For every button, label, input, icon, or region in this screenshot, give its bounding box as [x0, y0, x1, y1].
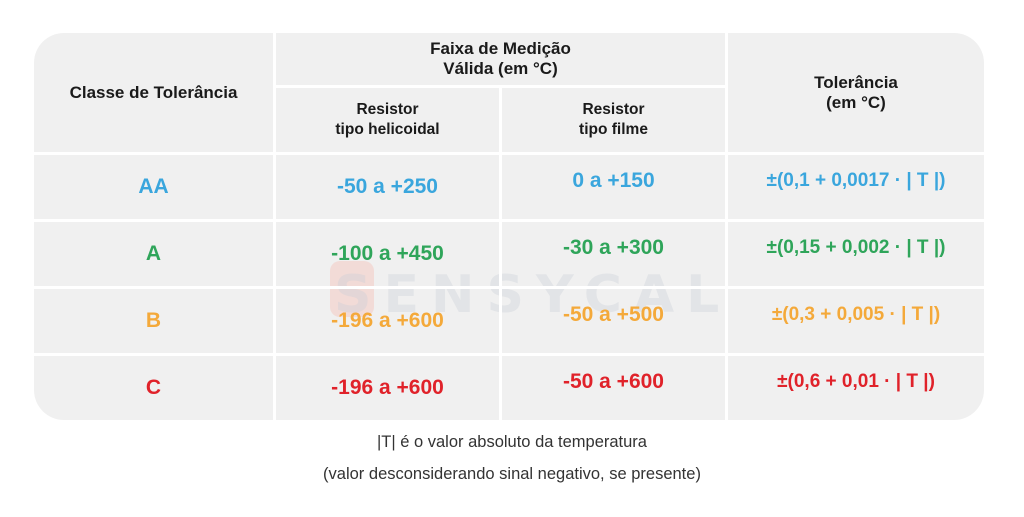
header-tolerance-line2: (em °C) [826, 92, 886, 112]
row-tolerance: ±(0,1 + 0,0017 · | T |) [766, 170, 946, 191]
watermark-logo-icon [330, 261, 374, 317]
row-class: A [145, 242, 162, 265]
divider [34, 219, 984, 222]
divider [725, 33, 728, 420]
header-helical-line1: Resistor [356, 101, 419, 118]
header-class: Classe de Tolerância [34, 33, 273, 152]
header-helical: Resistor tipo helicoidal [276, 88, 499, 152]
footnote-line2: (valor desconsiderando sinal negativo, s… [323, 465, 701, 483]
row-helical: -50 a +250 [336, 175, 438, 198]
row-film: -30 a +300 [562, 236, 664, 259]
header-range: Faixa de Medição Válida (em °C) [276, 33, 725, 85]
header-tolerance-line1: Tolerância [814, 72, 898, 92]
row-tolerance: ±(0,15 + 0,002 · | T |) [766, 237, 946, 258]
header-tolerance: Tolerância (em °C) [728, 33, 984, 152]
header-film-line2: tipo filme [579, 121, 648, 138]
divider [274, 85, 726, 88]
row-helical: -100 a +450 [331, 242, 444, 265]
row-film: -50 a +500 [562, 303, 664, 326]
footnote-line1: |T| é o valor absoluto da temperatura [377, 433, 647, 451]
header-film-line1: Resistor [582, 101, 645, 118]
row-film: -50 a +600 [562, 370, 664, 393]
row-class: B [145, 309, 162, 332]
row-helical: -196 a +600 [331, 309, 444, 332]
divider [273, 33, 276, 420]
divider [499, 86, 502, 420]
header-range-line2: Válida (em °C) [443, 59, 558, 78]
header-range-line1: Faixa de Medição [430, 39, 571, 58]
row-class: C [145, 376, 162, 399]
header-helical-line2: tipo helicoidal [335, 121, 440, 138]
divider [34, 353, 984, 356]
row-helical: -196 a +600 [331, 376, 444, 399]
row-film: 0 a +150 [572, 169, 655, 192]
divider [34, 152, 984, 155]
row-tolerance: ±(0,3 + 0,005 · | T |) [771, 304, 941, 325]
divider [34, 286, 984, 289]
row-tolerance: ±(0,6 + 0,01 · | T |) [777, 371, 935, 392]
tolerance-table: SENSYCAL Classe de Tolerância Faixa de M… [34, 33, 984, 420]
row-class: AA [138, 175, 169, 198]
header-film: Resistor tipo filme [502, 88, 725, 152]
header-class-label: Classe de Tolerância [69, 82, 238, 102]
